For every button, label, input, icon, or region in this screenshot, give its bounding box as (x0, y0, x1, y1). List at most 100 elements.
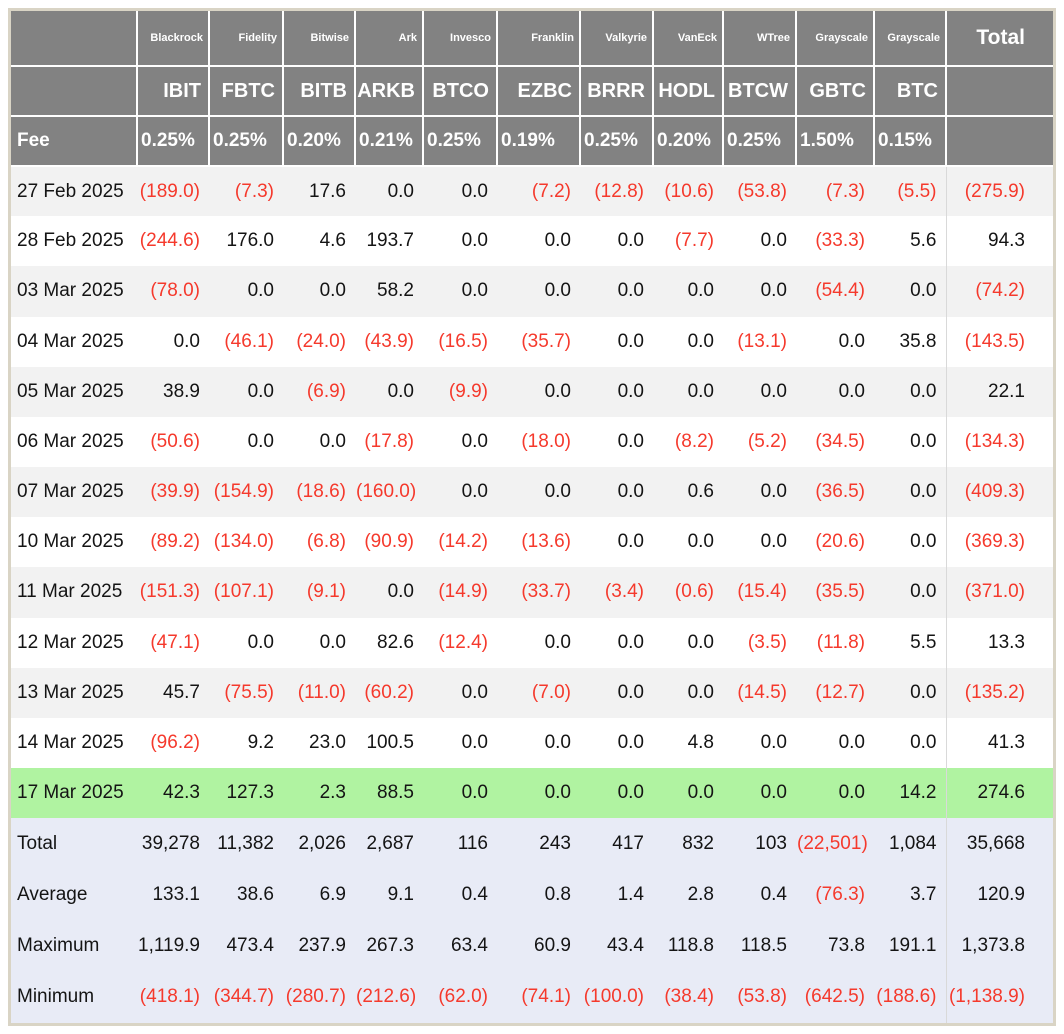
summary-value-cell: (62.0) (438, 986, 488, 1008)
summary-value-cell: (100.0) (583, 986, 644, 1008)
row-total-cell: (134.3) (945, 416, 1053, 468)
summary-value-cell: 38.6 (237, 884, 274, 906)
fee-value-cell: 0.25% (209, 116, 284, 167)
value-cell: 0.0 (910, 280, 937, 302)
row-total-cell: (371.0) (945, 567, 1053, 618)
fee-value-cell: 0.25% (723, 116, 797, 167)
value-cell: 0.0 (544, 380, 571, 402)
value-cell: 0.0 (461, 180, 488, 202)
fee-row: Fee 0.25% 0.25% 0.20% 0.21% 0.25% 0.19% 0.25% 0.… (11, 116, 1053, 167)
table-body: 27 Feb 2025 (189.0) (7.3) 17.6 0.0 0.0 (7.2) (1… (11, 166, 1053, 819)
summary-value-cell: 0.8 (544, 884, 571, 906)
value-cell: 5.5 (910, 631, 937, 653)
date-cell: 27 Feb 2025 (17, 180, 124, 202)
value-cell: 0.0 (910, 430, 937, 452)
value-cell: (12.7) (815, 681, 865, 703)
summary-value-cell: 1,084 (888, 832, 937, 854)
fee-row-label-cell: Fee (11, 116, 138, 167)
value-cell: (13.1) (737, 330, 787, 352)
value-cell: (39.9) (150, 481, 200, 503)
value-cell: 0.0 (687, 330, 714, 352)
value-cell: 0.0 (617, 731, 644, 753)
row-total-cell: (369.3) (945, 517, 1053, 568)
value-cell: 0.0 (760, 481, 787, 503)
value-cell: (6.9) (306, 380, 346, 402)
summary-value-cell: 103 (755, 832, 787, 854)
flow-row: 11 Mar 2025 (151.3) (107.1) (9.1) 0.0 (14.9) (… (11, 567, 1053, 618)
value-cell: 88.5 (377, 782, 414, 804)
value-cell: 0.0 (617, 481, 644, 503)
value-cell: 0.0 (617, 531, 644, 553)
value-cell: 45.7 (163, 681, 200, 703)
date-cell: 04 Mar 2025 (17, 330, 124, 352)
value-cell: (75.5) (224, 681, 274, 703)
value-cell: (54.4) (815, 280, 865, 302)
summary-value-cell: 243 (539, 832, 571, 854)
value-cell: (14.9) (438, 581, 488, 603)
flow-row: 28 Feb 2025 (244.6) 176.0 4.6 193.7 0.0 0.0 0.0… (11, 216, 1053, 267)
summary-value-cell: 116 (457, 832, 488, 854)
date-cell: 17 Mar 2025 (17, 782, 124, 804)
summary-value-cell: 39,278 (141, 832, 200, 854)
summary-value-cell: 191.1 (888, 935, 937, 957)
summary-label-cell: Total (17, 832, 58, 854)
value-cell: (3.5) (747, 631, 787, 653)
value-cell: 0.0 (617, 681, 644, 703)
summary-value-cell: 473.4 (226, 935, 274, 957)
value-cell: (18.0) (521, 430, 571, 452)
date-cell: 06 Mar 2025 (17, 430, 124, 452)
row-total-cell: 13.3 (945, 617, 1053, 668)
summary-value-cell: (344.7) (213, 986, 274, 1008)
summary-value-cell: 118.8 (667, 935, 714, 957)
value-cell: 0.0 (760, 380, 787, 402)
value-cell: (7.0) (531, 681, 571, 703)
date-cell: 13 Mar 2025 (17, 681, 124, 703)
row-total-cell: 22.1 (945, 366, 1053, 417)
value-cell: 0.0 (910, 581, 937, 603)
value-cell: 0.0 (617, 380, 644, 402)
value-cell: (33.7) (521, 581, 571, 603)
total-header-blank-cell (946, 66, 1053, 117)
summary-value-cell: 0.4 (760, 884, 787, 906)
value-cell: (90.9) (364, 531, 414, 553)
value-cell: (9.9) (448, 380, 488, 402)
value-cell: 0.0 (617, 280, 644, 302)
value-cell: 0.0 (838, 782, 865, 804)
summary-value-cell: (280.7) (285, 986, 346, 1008)
summary-value-cell: 11,382 (217, 832, 274, 854)
value-cell: 0.0 (319, 280, 346, 302)
value-cell: 58.2 (377, 280, 414, 302)
summary-value-cell: 2,026 (298, 832, 346, 854)
value-cell: 0.0 (838, 330, 865, 352)
summary-value-cell: (418.1) (139, 986, 200, 1008)
summary-value-cell: (188.6) (876, 986, 937, 1008)
value-cell: 0.0 (910, 531, 937, 553)
date-cell: 07 Mar 2025 (17, 481, 124, 503)
summary-value-cell: (22,501) (797, 832, 868, 854)
value-cell: 23.0 (309, 731, 346, 753)
summary-value-cell: (53.8) (737, 986, 787, 1008)
summary-value-cell: (642.5) (804, 986, 865, 1008)
issuer-header-cell: Fidelity (209, 11, 284, 67)
value-cell: 0.0 (544, 481, 571, 503)
row-total-cell: 274.6 (945, 768, 1053, 819)
value-cell: 0.0 (760, 230, 787, 252)
value-cell: (20.6) (815, 531, 865, 553)
value-cell: (11.0) (297, 681, 346, 703)
value-cell: (10.6) (664, 180, 714, 202)
row-total-cell: (409.3) (945, 467, 1053, 518)
value-cell: 0.0 (838, 380, 865, 402)
ticker-header-cell: BTCO (423, 66, 498, 117)
total-header-blank-cell (946, 116, 1053, 167)
row-total-cell: (143.5) (945, 316, 1053, 367)
value-cell: (78.0) (150, 280, 200, 302)
row-total-cell: 41.3 (945, 717, 1053, 769)
date-cell: 12 Mar 2025 (17, 631, 124, 653)
total-header-cell: Total (946, 11, 1053, 67)
value-cell: 0.0 (617, 782, 644, 804)
value-cell: 193.7 (366, 230, 414, 252)
value-cell: 0.0 (461, 681, 488, 703)
date-cell: 28 Feb 2025 (17, 230, 124, 252)
value-cell: (8.2) (674, 430, 714, 452)
value-cell: (151.3) (139, 581, 200, 603)
